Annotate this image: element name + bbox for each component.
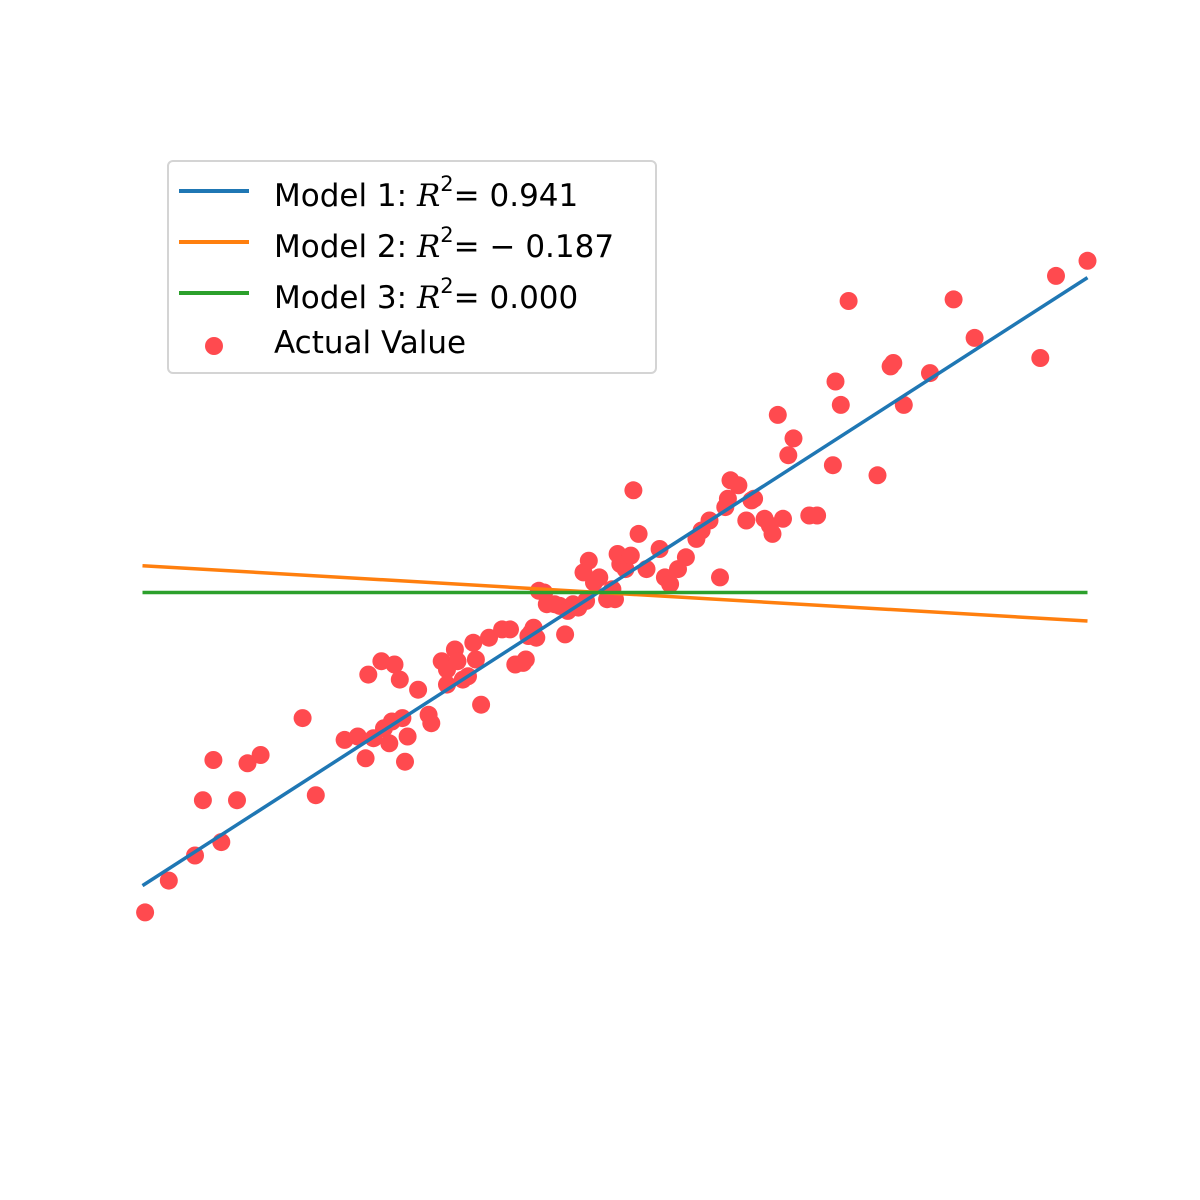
data-point <box>779 446 798 465</box>
data-point <box>464 633 483 652</box>
data-point <box>390 670 409 689</box>
legend-label-model-1: Model 1: <box>274 178 417 214</box>
legend-line-model-2 <box>179 240 249 244</box>
data-point <box>823 456 842 475</box>
data-point <box>1031 349 1050 367</box>
model-1-line <box>141 276 1089 888</box>
data-point <box>1078 251 1097 270</box>
model-lines <box>141 276 1089 888</box>
data-point <box>621 546 640 565</box>
data-point <box>839 292 858 310</box>
data-point <box>944 290 963 309</box>
data-point <box>868 466 887 485</box>
data-point <box>159 871 178 890</box>
data-point <box>293 709 312 728</box>
data-point <box>193 791 212 810</box>
legend-item-model-1: Model 1: R2= 0.941 <box>169 166 655 216</box>
data-point <box>831 395 850 414</box>
data-point <box>348 727 367 746</box>
legend-item-model-3: Model 3: R2= 0.000 <box>169 268 655 318</box>
data-point <box>579 551 598 570</box>
legend-label-model-2: Model 2: <box>274 229 417 265</box>
data-point <box>251 746 270 764</box>
legend-label-actual-value: Actual Value <box>274 325 467 361</box>
data-point <box>624 481 643 500</box>
data-point <box>204 751 223 769</box>
data-point <box>590 568 609 587</box>
data-point <box>676 548 695 567</box>
data-point <box>729 476 748 495</box>
legend-label-model-3: Model 3: <box>274 280 417 316</box>
data-point <box>768 405 787 424</box>
legend-item-actual-value: Actual Value <box>169 319 655 369</box>
data-point <box>306 786 325 805</box>
data-point <box>356 749 375 768</box>
data-point <box>136 903 155 922</box>
data-point <box>763 524 782 543</box>
data-point <box>480 628 498 647</box>
data-point <box>661 575 680 594</box>
data-point <box>718 489 737 508</box>
data-point <box>629 524 648 543</box>
data-point <box>784 429 803 448</box>
data-point <box>711 568 729 587</box>
data-point <box>398 727 417 746</box>
data-point <box>238 754 257 773</box>
data-point <box>385 655 404 674</box>
data-point <box>380 734 399 753</box>
data-point <box>808 506 827 525</box>
data-point <box>965 328 984 347</box>
data-point <box>826 372 845 391</box>
data-point <box>650 540 669 558</box>
data-point <box>228 791 246 810</box>
data-point <box>422 714 441 733</box>
data-point <box>466 650 485 669</box>
data-point <box>396 752 414 771</box>
data-point <box>409 680 428 699</box>
data-point <box>556 625 575 644</box>
legend-marker-actual-value <box>205 337 223 355</box>
data-point <box>359 665 378 684</box>
legend: Model 1: R2= 0.941 Model 2: R2= − 0.187 … <box>167 160 657 374</box>
data-point <box>501 620 519 639</box>
data-point <box>516 650 535 669</box>
data-point <box>737 511 756 530</box>
legend-line-model-3 <box>179 291 249 295</box>
data-point <box>1047 266 1065 285</box>
data-point <box>884 354 903 372</box>
data-point <box>472 695 491 714</box>
legend-line-model-1 <box>179 189 249 193</box>
legend-item-model-2: Model 2: R2= − 0.187 <box>169 217 655 267</box>
data-point <box>438 675 456 694</box>
data-point <box>448 652 467 671</box>
data-point <box>774 509 792 528</box>
